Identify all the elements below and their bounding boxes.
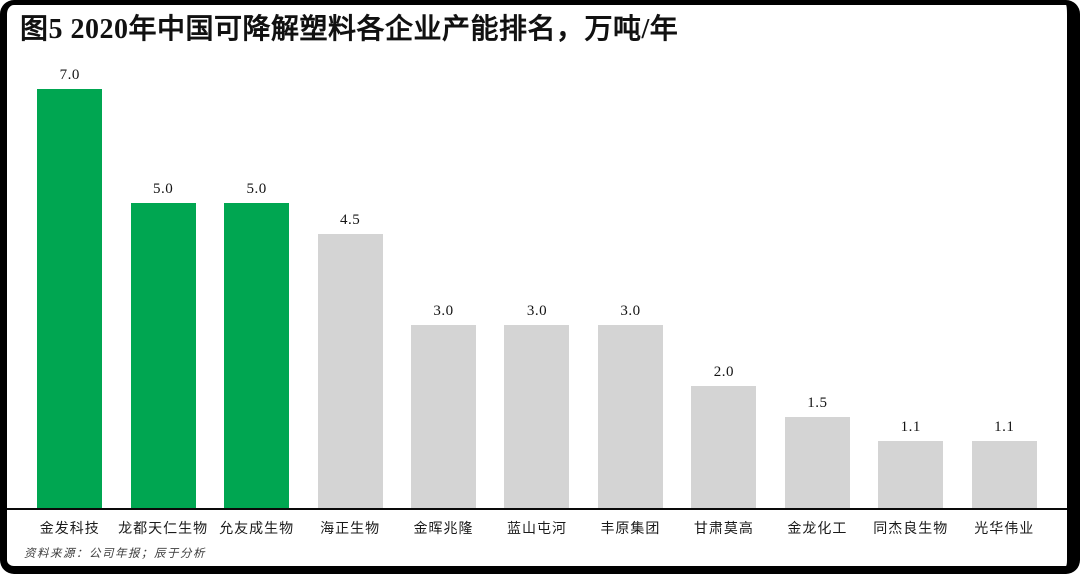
bar-value-label: 3.0 bbox=[620, 303, 641, 319]
source-note: 资料来源：公司年报；辰于分析 bbox=[24, 548, 206, 560]
category-label: 龙都天仁生物 bbox=[118, 522, 209, 537]
bar-group: 1.1 bbox=[864, 67, 957, 508]
category-label: 金晖兆隆 bbox=[413, 522, 474, 537]
category-label: 甘肃莫高 bbox=[693, 522, 754, 537]
bar-value-label: 3.0 bbox=[526, 303, 548, 319]
bar-value-label: 3.0 bbox=[433, 303, 454, 319]
bar-value-label: 1.1 bbox=[994, 418, 1015, 435]
chart-title: 图5 2020年中国可降解塑料各企业产能排名，万吨/年 bbox=[20, 14, 679, 45]
bar-value-label: 7.0 bbox=[59, 67, 80, 83]
category-label: 同杰良生物 bbox=[873, 522, 949, 537]
bar-highlighted bbox=[224, 203, 290, 508]
bar-group: 7.0 bbox=[23, 67, 116, 508]
bar bbox=[317, 233, 383, 508]
bar-group: 4.5 bbox=[303, 67, 396, 508]
bar bbox=[971, 440, 1037, 508]
category-label: 光华伟业 bbox=[974, 522, 1035, 537]
bar-value-label: 5.0 bbox=[246, 181, 267, 197]
bar-highlighted bbox=[130, 203, 196, 508]
bar-value-label: 5.0 bbox=[153, 181, 174, 197]
bar-group: 2.0 bbox=[677, 67, 770, 508]
bar-chart-plot-area: 7.0 5.0 5.0 4.5 3.0 3.0 3.0 2.0 1.5 1.1 1.1 bbox=[7, 67, 1067, 510]
bar-group: 1.5 bbox=[771, 67, 864, 508]
bar bbox=[878, 440, 944, 508]
category-label: 丰原集团 bbox=[600, 522, 661, 537]
bar bbox=[691, 386, 757, 508]
category-label: 允友成生物 bbox=[219, 522, 295, 537]
category-label: 海正生物 bbox=[320, 522, 381, 537]
bar-group: 5.0 bbox=[210, 67, 303, 508]
bar-group: 1.1 bbox=[958, 67, 1051, 508]
bar bbox=[784, 416, 850, 508]
category-label: 金发科技 bbox=[39, 522, 100, 537]
category-label: 蓝山屯河 bbox=[506, 522, 567, 537]
bar bbox=[504, 325, 570, 508]
bar bbox=[411, 325, 477, 508]
category-axis: 金发科技 龙都天仁生物 允友成生物 海正生物 金晖兆隆 蓝山屯河 丰原集团 甘肃莫高 金龙化工 同… bbox=[7, 518, 1067, 538]
bar-value-label: 1.5 bbox=[807, 394, 828, 411]
bar-group: 3.0 bbox=[584, 67, 677, 508]
category-label: 金龙化工 bbox=[787, 522, 848, 537]
bar bbox=[597, 325, 663, 508]
bar-group: 5.0 bbox=[116, 67, 209, 508]
bar-value-label: 4.5 bbox=[339, 211, 361, 228]
bar-value-label: 1.1 bbox=[900, 418, 921, 435]
bar-group: 3.0 bbox=[490, 67, 583, 508]
bar-value-label: 2.0 bbox=[713, 364, 735, 380]
bar-highlighted bbox=[37, 89, 103, 508]
bar-group: 3.0 bbox=[397, 67, 490, 508]
